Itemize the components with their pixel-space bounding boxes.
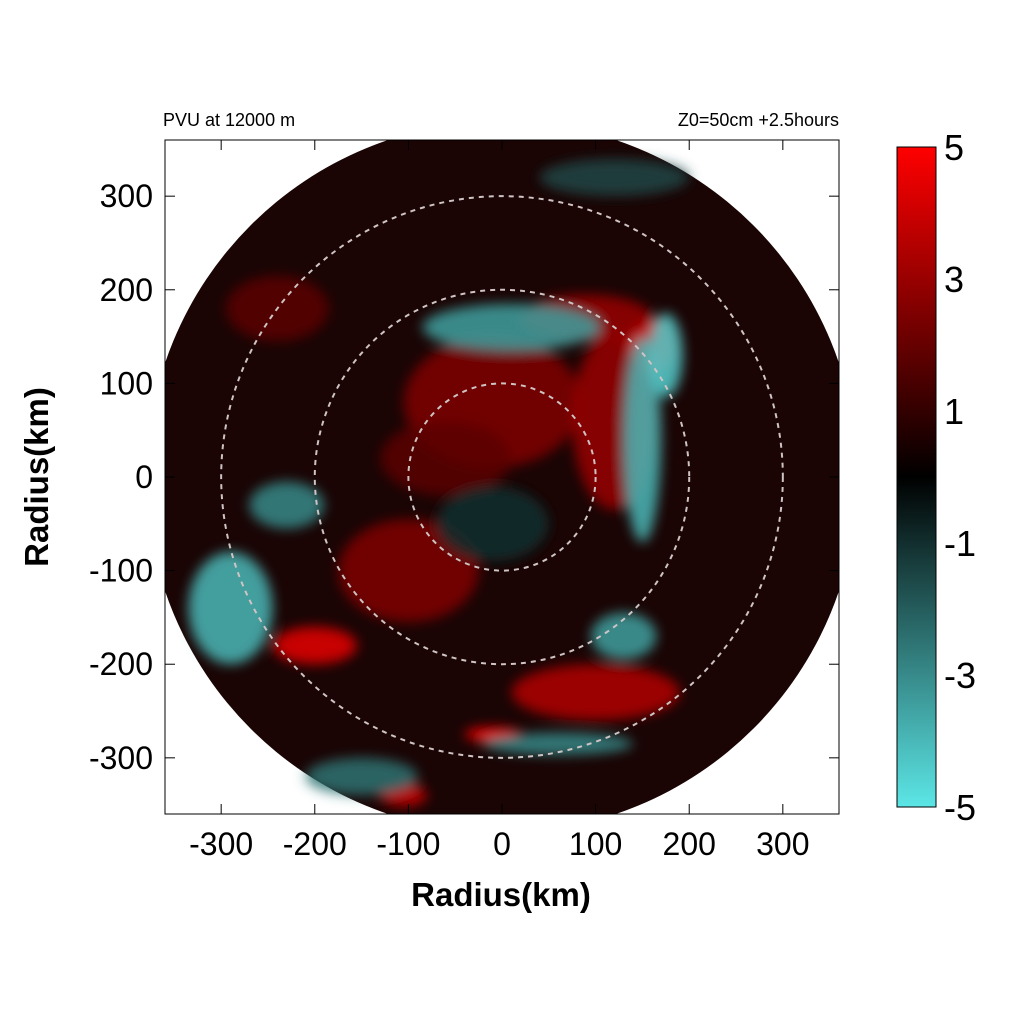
x-tick-label: 200: [663, 826, 716, 862]
negative-pv-region-15: [249, 481, 325, 529]
pv-anomaly-features: [188, 158, 690, 807]
chart-title-left: PVU at 12000 m: [163, 110, 295, 130]
colorbar-tick-label: -1: [944, 523, 976, 564]
colorbar-gradient: [896, 146, 937, 808]
chart-title-right: Z0=50cm +2.5hours: [678, 110, 839, 130]
colorbar-tick-label: 3: [944, 259, 964, 300]
y-axis-tick-labels: 300 200 100 0 -100 -200 -300: [89, 178, 153, 776]
y-tick-label: -100: [89, 553, 153, 589]
colorbar-tick-label: -3: [944, 655, 976, 696]
x-tick-label: 300: [756, 826, 809, 862]
x-tick-label: 100: [569, 826, 622, 862]
negative-pv-region-11: [623, 336, 662, 543]
positive-pv-region-6: [511, 664, 680, 721]
colorbar-tick-label: -5: [944, 787, 976, 828]
range-ring-200km: [313, 288, 691, 666]
colorbar-tick-label: 5: [944, 127, 964, 168]
y-tick-label: 200: [100, 272, 153, 308]
negative-pv-region-19: [539, 158, 690, 197]
negative-pv-region-17: [590, 612, 657, 660]
range-ring-100km: [407, 382, 597, 572]
range-ring-300km: [220, 195, 784, 759]
positive-pv-region-1: [338, 519, 479, 623]
negative-pv-region-13: [422, 303, 601, 351]
y-tick-label: 100: [100, 365, 153, 401]
x-axis-label: Radius(km): [411, 876, 591, 913]
x-axis-tick-labels: -300 -200 -100 0 100 200 300: [189, 826, 809, 862]
x-tick-label: 0: [493, 826, 511, 862]
x-tick-label: -300: [189, 826, 253, 862]
colorbar-tick-label: 1: [944, 391, 964, 432]
y-tick-label: 300: [100, 178, 153, 214]
negative-pv-region-18: [305, 757, 418, 796]
y-tick-label: -300: [89, 740, 153, 776]
negative-pv-region-16: [483, 732, 634, 756]
negative-pv-region-20: [436, 486, 549, 562]
x-tick-label: -100: [376, 826, 440, 862]
negative-pv-region-12: [648, 313, 683, 398]
y-tick-label: -200: [89, 646, 153, 682]
axis-ticks: [165, 140, 839, 814]
y-axis-label: Radius(km): [18, 387, 55, 567]
colorbar-tick-labels: 5 3 1 -1 -3 -5: [944, 127, 976, 828]
range-rings: [220, 195, 784, 759]
negative-pv-region-14: [188, 551, 273, 665]
x-tick-label: -200: [283, 826, 347, 862]
positive-pv-region-10: [380, 420, 512, 496]
colorbar: 5 3 1 -1 -3 -5: [896, 127, 976, 828]
plot-area: [164, 139, 840, 815]
positive-pv-region-5: [272, 626, 357, 665]
y-tick-label: 0: [135, 459, 153, 495]
